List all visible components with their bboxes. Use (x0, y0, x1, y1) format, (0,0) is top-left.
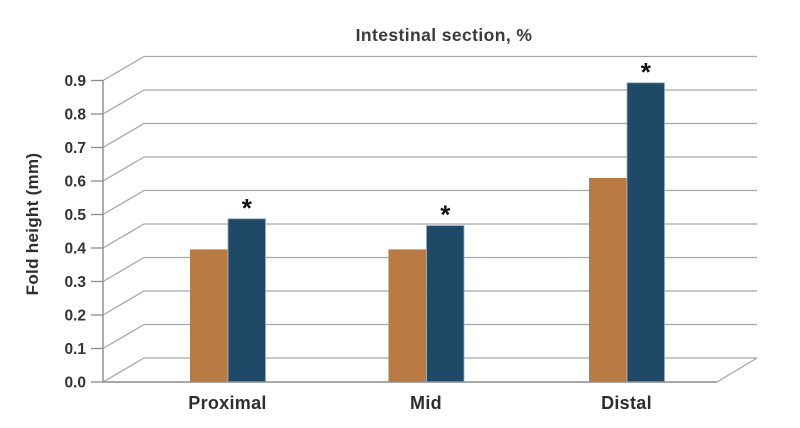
gridline (102, 122, 757, 149)
significance-asterisk: * (440, 200, 451, 230)
gridline (102, 323, 757, 350)
gridline (102, 156, 757, 182)
bar-blue-mid (426, 225, 465, 383)
gridline (102, 89, 757, 115)
bar-orange-proximal (190, 249, 228, 382)
bar-blue-distal (626, 82, 665, 383)
significance-asterisk: * (641, 57, 652, 87)
y-tick-label: 0.2 (64, 308, 86, 325)
bar-orange-mid (388, 249, 426, 382)
bars (190, 82, 665, 383)
chart-title: Intestinal section, % (356, 25, 533, 45)
gridlines (102, 55, 757, 383)
y-tick-label: 0.5 (64, 207, 86, 224)
gridline (102, 55, 757, 82)
category-label-distal: Distal (601, 393, 652, 413)
y-axis-title: Fold height (mm) (23, 153, 42, 296)
y-tick-label: 0.6 (64, 174, 86, 191)
y-tick-label: 0.9 (64, 73, 86, 90)
axes (102, 80, 758, 383)
category-label-mid: Mid (410, 393, 442, 413)
y-tick-label: 0.4 (64, 241, 86, 258)
y-tick-label: 0.8 (64, 107, 86, 124)
gridline (102, 256, 757, 283)
significance-asterisk: * (242, 193, 253, 223)
gridline (102, 290, 757, 316)
gridline (102, 189, 757, 216)
y-tick-label: 0.3 (64, 274, 86, 291)
x-category-labels: Proximal Mid Distal (188, 393, 652, 413)
bar-blue-proximal (227, 218, 266, 383)
significance-asterisks: * * * (242, 57, 652, 230)
y-tick-label: 0.1 (64, 341, 86, 358)
gridline (102, 223, 757, 249)
floor-right-edge (716, 357, 758, 383)
y-tick-label: 0.0 (64, 375, 86, 392)
y-tick-labels: 0.0 0.1 0.2 0.3 0.4 0.5 0.6 0.7 0.8 0.9 (64, 73, 103, 392)
y-tick-label: 0.7 (64, 140, 86, 157)
category-label-proximal: Proximal (188, 393, 266, 413)
bar-orange-distal (589, 178, 627, 382)
gridline (102, 357, 757, 383)
